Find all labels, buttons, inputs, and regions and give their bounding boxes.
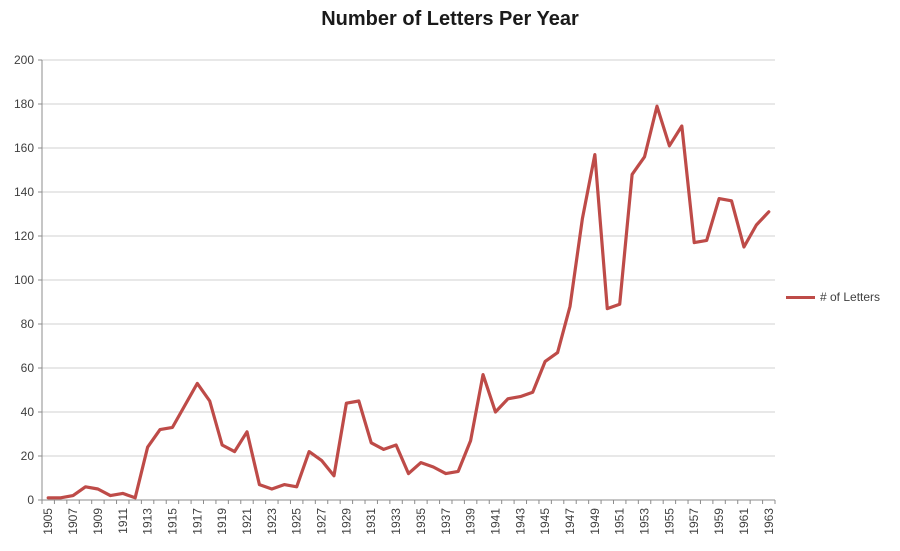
x-tick-label: 1959 (712, 508, 726, 535)
x-tick-label: 1931 (364, 508, 378, 535)
x-tick-label: 1919 (215, 508, 229, 535)
x-tick-label: 1921 (240, 508, 254, 535)
x-tick-label: 1905 (41, 508, 55, 535)
y-tick-label: 120 (14, 229, 34, 243)
y-tick-label: 0 (27, 493, 34, 507)
x-tick-label: 1961 (737, 508, 751, 535)
y-tick-label: 140 (14, 185, 34, 199)
chart-title: Number of Letters Per Year (321, 8, 579, 30)
legend: # of Letters (786, 290, 880, 304)
x-tick-label: 1913 (141, 508, 155, 535)
series-line-letters (46, 104, 771, 500)
x-tick-label: 1935 (414, 508, 428, 535)
x-tick-label: 1949 (588, 508, 602, 535)
y-tick-label: 40 (21, 405, 35, 419)
x-tick-label: 1911 (116, 508, 130, 534)
x-tick-label: 1963 (762, 508, 776, 535)
x-tick-label: 1945 (538, 508, 552, 535)
x-tick-label: 1925 (290, 508, 304, 535)
x-tick-label: 1957 (687, 508, 701, 535)
x-tick-label: 1917 (190, 508, 204, 535)
y-tick-label: 80 (21, 317, 35, 331)
y-tick-label: 160 (14, 141, 34, 155)
y-tick-label: 60 (21, 361, 35, 375)
x-tick-label: 1941 (488, 508, 502, 535)
x-tick-label: 1909 (91, 508, 105, 535)
x-tick-label: 1947 (563, 508, 577, 535)
x-tick-label: 1933 (389, 508, 403, 535)
legend-label: # of Letters (820, 290, 881, 304)
x-tick-label: 1951 (613, 508, 627, 535)
x-tick-label: 1907 (66, 508, 80, 535)
x-tick-label: 1915 (165, 508, 179, 535)
x-tick-label: 1955 (662, 508, 676, 535)
x-tick-label: 1943 (513, 508, 527, 535)
x-tick-label: 1929 (339, 508, 353, 535)
x-tick-label: 1927 (315, 508, 329, 535)
x-tick-label: 1923 (265, 508, 279, 535)
x-tick-label: 1953 (638, 508, 652, 535)
legend-line-swatch (786, 295, 815, 299)
x-tick-label: 1937 (439, 508, 453, 535)
y-tick-label: 200 (14, 53, 34, 67)
y-tick-label: 100 (14, 273, 34, 287)
y-tick-label: 20 (21, 449, 35, 463)
x-tick-label: 1939 (464, 508, 478, 535)
y-tick-label: 180 (14, 97, 34, 111)
